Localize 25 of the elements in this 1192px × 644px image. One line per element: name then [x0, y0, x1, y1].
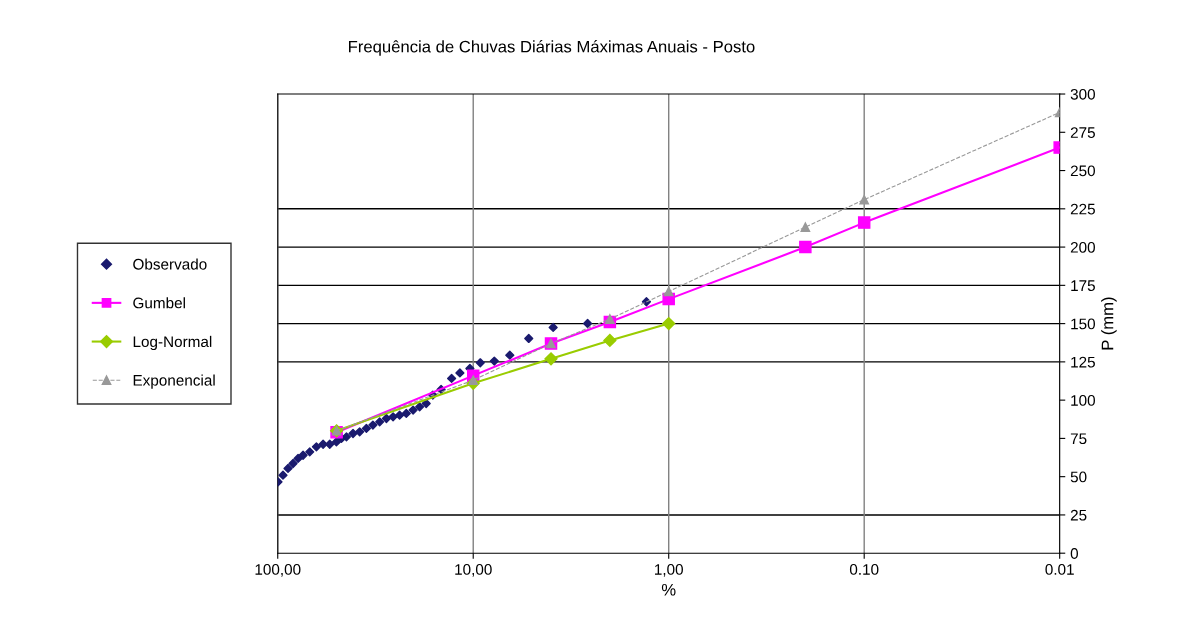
legend-label: Observado: [133, 258, 207, 270]
legend-label: Exponencial: [133, 374, 215, 389]
y-axis-title: P (mm): [1101, 297, 1117, 350]
y-tick-label: 100: [1071, 395, 1095, 406]
x-tick-label: 1,00: [655, 564, 683, 577]
chart-title: Frequência de Chuvas Diárias Máximas Anuais - Posto: [349, 40, 755, 56]
y-tick-label: 50: [1070, 471, 1087, 483]
legend-label: Log-Normal: [133, 335, 212, 351]
x-tick-label: 0.01: [1045, 564, 1074, 575]
y-tick-label: 0: [1070, 548, 1078, 559]
y-tick-label: 250: [1070, 165, 1095, 177]
y-tick-label: 125: [1071, 356, 1095, 368]
x-axis-title: %: [661, 583, 676, 596]
legend-label: Gumbel: [133, 297, 185, 309]
y-tick-label: 275: [1070, 127, 1095, 138]
x-tick-label: 10,00: [455, 564, 492, 577]
y-tick-label: 75: [1070, 433, 1087, 445]
y-tick-label: 150: [1071, 318, 1095, 330]
x-tick-label: 0.10: [849, 564, 879, 575]
y-tick-label: 25: [1070, 509, 1087, 521]
y-tick-label: 175: [1071, 280, 1095, 292]
y-tick-label: 225: [1070, 203, 1095, 215]
y-tick-label: 300: [1070, 88, 1095, 100]
x-tick-label: 100,00: [255, 564, 301, 577]
y-tick-label: 200: [1070, 241, 1095, 253]
